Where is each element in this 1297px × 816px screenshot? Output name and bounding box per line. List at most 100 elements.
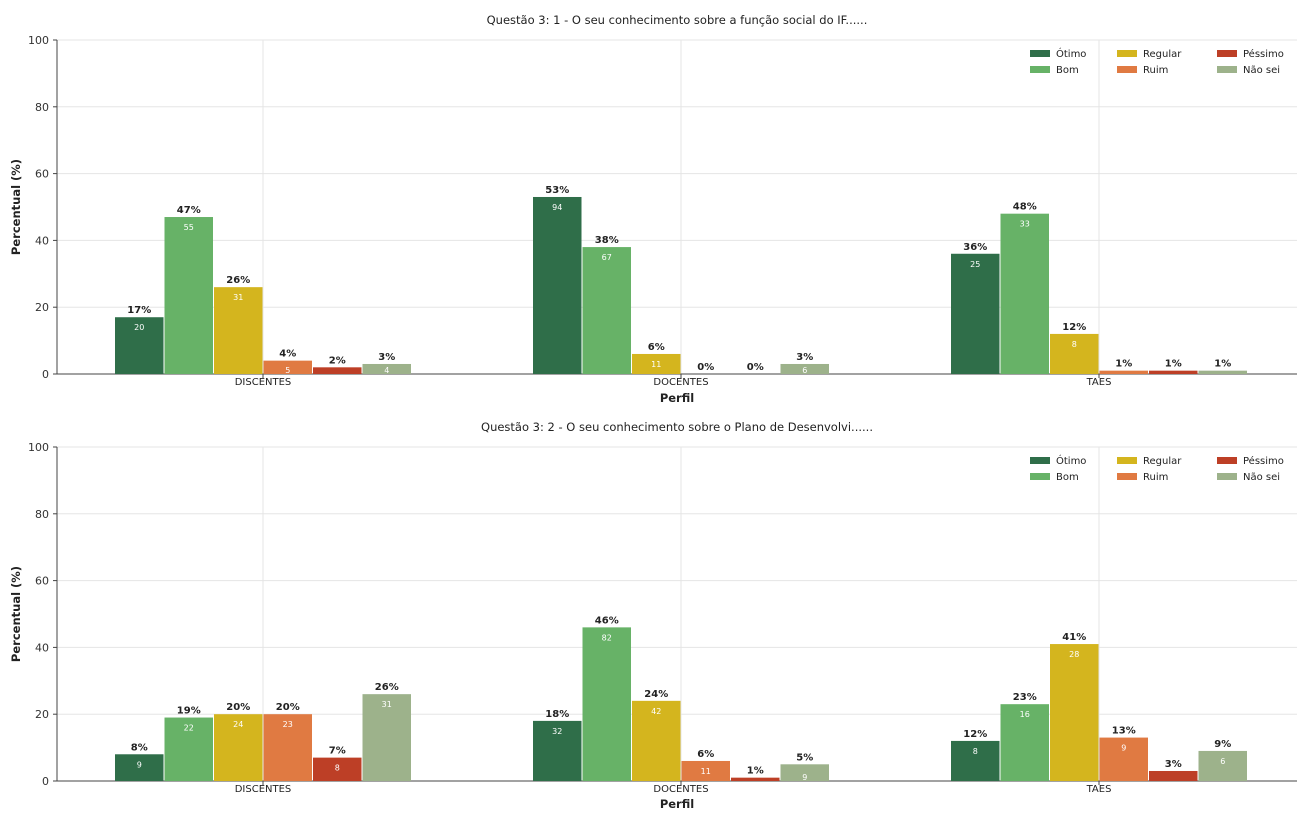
bar-regular: [214, 287, 263, 374]
bar-count-label: 31: [233, 293, 243, 302]
bar-value-label: 26%: [375, 682, 399, 693]
bar-count-label: 94: [552, 203, 562, 212]
bar-value-label: 41%: [1062, 632, 1086, 643]
bar-value-label: 6%: [697, 749, 714, 760]
bar-value-label: 12%: [963, 729, 987, 740]
bar-ruim: [1099, 370, 1148, 374]
bar-value-label: 13%: [1112, 726, 1136, 737]
bar-count-label: 6: [802, 366, 807, 375]
y-tick-label: 80: [35, 101, 49, 114]
legend-label: Regular: [1143, 456, 1182, 467]
bar-ruim: [681, 760, 730, 781]
bar-count-label: 20: [134, 323, 144, 332]
bar-value-label: 38%: [595, 235, 619, 246]
bar-pessimo: [313, 757, 362, 781]
chart-panel-1: 0 20 40 60 80 100 Questão 3: 1 - O seu conheci…: [9, 13, 1297, 405]
legend-swatch: [1030, 66, 1050, 73]
y-tick-label: 80: [35, 508, 49, 521]
y-tick-label: 60: [35, 575, 49, 588]
bar-bom: [1000, 704, 1049, 781]
legend-swatch: [1030, 473, 1050, 480]
bar-count-label: 11: [701, 767, 711, 776]
legend-label: Ruim: [1143, 472, 1168, 483]
y-tick-label: 100: [28, 441, 49, 454]
legend-swatch: [1030, 50, 1050, 57]
bar-value-label: 53%: [545, 185, 569, 196]
bar-count-label: 6: [1220, 757, 1225, 766]
chart-panel-2: 0 20 40 60 80 100 Questão 3: 2 - O seu conheci…: [9, 420, 1297, 811]
bar-value-label: 3%: [1165, 759, 1182, 770]
bar-otimo: [951, 740, 1000, 781]
y-axis-label: Percentual (%): [9, 566, 23, 662]
bar-count-label: 24: [233, 720, 243, 729]
bar-ruim: [1099, 737, 1148, 781]
y-tick-label: 0: [42, 775, 49, 788]
bar-count-label: 25: [970, 260, 980, 269]
y-axis-label: Percentual (%): [9, 159, 23, 255]
bar-otimo: [533, 720, 582, 781]
y-tick-label: 100: [28, 34, 49, 47]
bar-count-label: 11: [651, 360, 661, 369]
bar-value-label: 19%: [177, 706, 201, 717]
bar-count-label: 33: [1020, 220, 1030, 229]
legend-swatch: [1217, 473, 1237, 480]
chart-title: Questão 3: 1 - O seu conhecimento sobre …: [487, 13, 868, 27]
bar-count-label: 23: [283, 720, 293, 729]
bar-value-label: 1%: [1115, 359, 1132, 370]
bar-value-label: 20%: [276, 702, 300, 713]
legend-swatch: [1030, 457, 1050, 464]
bar-regular: [632, 353, 681, 374]
y-tick-label: 0: [42, 368, 49, 381]
bar-ruim: [263, 360, 312, 374]
bar-count-label: 8: [973, 747, 978, 756]
bar-count-label: 9: [1121, 744, 1126, 753]
bar-otimo: [951, 253, 1000, 374]
bar-value-label: 18%: [545, 709, 569, 720]
chart-legend: Ótimo Bom Regular Ruim Péssimo Não sei: [1030, 47, 1284, 76]
bar-value-label: 20%: [226, 702, 250, 713]
bar-value-label: 47%: [177, 205, 201, 216]
bar-pessimo: [731, 777, 780, 781]
bar-nao-sei: [1198, 750, 1247, 781]
bar-value-label: 17%: [127, 305, 151, 316]
chart-title: Questão 3: 2 - O seu conhecimento sobre …: [481, 420, 873, 434]
bar-value-label: 5%: [796, 752, 813, 763]
bar-bom: [164, 217, 213, 374]
bar-ruim: [263, 714, 312, 781]
bar-pessimo: [1149, 770, 1198, 781]
x-axis-label: Perfil: [660, 391, 694, 405]
legend-label: Ruim: [1143, 65, 1168, 76]
legend-label: Bom: [1056, 472, 1079, 483]
bar-value-label: 9%: [1214, 739, 1231, 750]
bar-value-label: 7%: [329, 746, 346, 757]
bar-count-label: 67: [602, 253, 612, 262]
legend-swatch: [1117, 473, 1137, 480]
bar-value-label: 26%: [226, 275, 250, 286]
bar-nao-sei: [780, 363, 829, 374]
legend-label: Não sei: [1243, 65, 1280, 76]
bar-value-label: 1%: [747, 766, 764, 777]
bar-value-label: 0%: [747, 362, 764, 373]
bar-regular: [632, 700, 681, 781]
x-tick-label: DISCENTES: [235, 784, 292, 795]
bar-value-label: 3%: [378, 352, 395, 363]
bar-value-label: 36%: [963, 242, 987, 253]
bar-count-label: 9: [802, 773, 807, 782]
legend-label: Bom: [1056, 65, 1079, 76]
bar-value-label: 4%: [279, 349, 296, 360]
bar-pessimo: [313, 367, 362, 374]
x-tick-label: TAES: [1086, 377, 1112, 388]
x-tick-label: DOCENTES: [653, 784, 708, 795]
bar-count-label: 16: [1020, 710, 1030, 719]
bar-count-label: 9: [137, 760, 142, 769]
y-tick-label: 40: [35, 641, 49, 654]
x-tick-label: TAES: [1086, 784, 1112, 795]
bar-nao-sei: [780, 764, 829, 781]
bar-count-label: 5: [285, 366, 290, 375]
bar-bom: [164, 717, 213, 781]
bar-count-label: 82: [602, 633, 612, 642]
legend-label: Ótimo: [1056, 47, 1086, 60]
legend-swatch: [1217, 50, 1237, 57]
bar-value-label: 8%: [131, 742, 148, 753]
